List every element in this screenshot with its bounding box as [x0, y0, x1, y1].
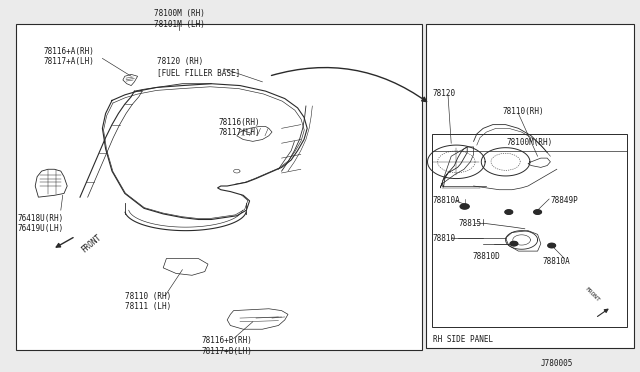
- Text: 78110(RH): 78110(RH): [502, 107, 544, 116]
- Text: 78120: 78120: [433, 89, 456, 97]
- Polygon shape: [505, 210, 513, 214]
- Text: 78849P: 78849P: [550, 196, 578, 205]
- Text: 78116(RH)
78117(LH): 78116(RH) 78117(LH): [219, 118, 260, 137]
- Polygon shape: [548, 243, 556, 248]
- Text: RH SIDE PANEL: RH SIDE PANEL: [433, 335, 493, 344]
- Text: 78116+B(RH)
78117+B(LH): 78116+B(RH) 78117+B(LH): [202, 336, 252, 356]
- Bar: [432, 134, 627, 327]
- Text: 78810: 78810: [433, 234, 456, 243]
- Polygon shape: [528, 158, 550, 167]
- Polygon shape: [506, 231, 541, 251]
- Text: FRONT: FRONT: [80, 233, 104, 254]
- Polygon shape: [510, 241, 518, 246]
- Polygon shape: [163, 259, 208, 275]
- Text: 78810D: 78810D: [472, 252, 500, 261]
- Polygon shape: [227, 309, 288, 329]
- Text: 78110 (RH)
78111 (LH): 78110 (RH) 78111 (LH): [125, 292, 171, 311]
- Polygon shape: [35, 169, 67, 197]
- Text: 78120 (RH)
[FUEL FILLER BASE]: 78120 (RH) [FUEL FILLER BASE]: [157, 57, 240, 77]
- Polygon shape: [534, 210, 541, 214]
- Text: 78815: 78815: [459, 219, 482, 228]
- Text: 78100M(RH): 78100M(RH): [506, 138, 553, 147]
- Text: 78116+A(RH)
78117+A(LH): 78116+A(RH) 78117+A(LH): [44, 47, 94, 66]
- Text: FRONT: FRONT: [584, 286, 600, 303]
- Text: J780005: J780005: [541, 359, 573, 368]
- Polygon shape: [123, 74, 138, 86]
- Text: 76418U(RH)
76419U(LH): 76418U(RH) 76419U(LH): [18, 214, 64, 233]
- Text: 78810A: 78810A: [543, 257, 570, 266]
- Bar: [426, 24, 634, 348]
- Text: 78810A: 78810A: [433, 196, 460, 205]
- Bar: [16, 24, 422, 350]
- Polygon shape: [460, 204, 469, 209]
- Polygon shape: [237, 126, 272, 141]
- Text: 78100M (RH)
78101M (LH): 78100M (RH) 78101M (LH): [154, 9, 205, 29]
